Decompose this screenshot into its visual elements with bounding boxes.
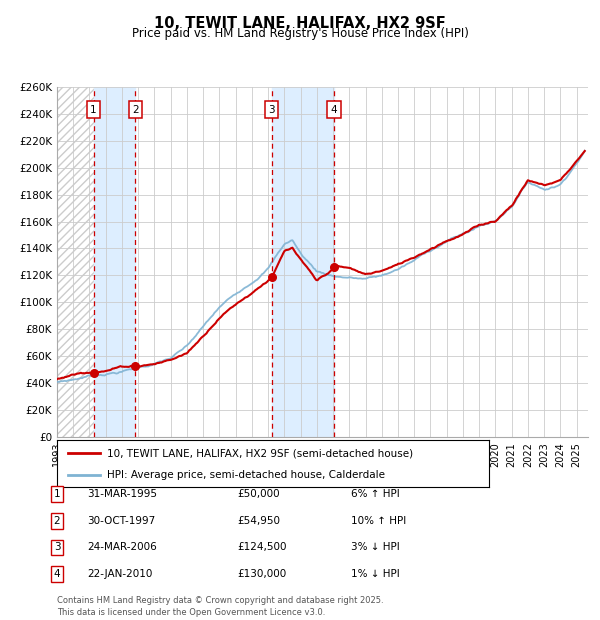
- Text: 6% ↑ HPI: 6% ↑ HPI: [351, 489, 400, 499]
- Text: £124,500: £124,500: [237, 542, 287, 552]
- Text: £54,950: £54,950: [237, 516, 280, 526]
- Text: 1: 1: [53, 489, 61, 499]
- Text: 3% ↓ HPI: 3% ↓ HPI: [351, 542, 400, 552]
- Text: £50,000: £50,000: [237, 489, 280, 499]
- Text: £130,000: £130,000: [237, 569, 286, 579]
- Bar: [57, 87, 94, 437]
- Text: 31-MAR-1995: 31-MAR-1995: [87, 489, 157, 499]
- Text: 24-MAR-2006: 24-MAR-2006: [87, 542, 157, 552]
- Text: 10, TEWIT LANE, HALIFAX, HX2 9SF (semi-detached house): 10, TEWIT LANE, HALIFAX, HX2 9SF (semi-d…: [107, 448, 413, 458]
- Text: 4: 4: [53, 569, 61, 579]
- Text: 1% ↓ HPI: 1% ↓ HPI: [351, 569, 400, 579]
- Text: 1: 1: [90, 105, 97, 115]
- Text: 10, TEWIT LANE, HALIFAX, HX2 9SF: 10, TEWIT LANE, HALIFAX, HX2 9SF: [154, 16, 446, 31]
- Text: 4: 4: [331, 105, 337, 115]
- Text: 10% ↑ HPI: 10% ↑ HPI: [351, 516, 406, 526]
- Text: 3: 3: [269, 105, 275, 115]
- Text: 2: 2: [53, 516, 61, 526]
- Text: 3: 3: [53, 542, 61, 552]
- Text: 30-OCT-1997: 30-OCT-1997: [87, 516, 155, 526]
- Text: Price paid vs. HM Land Registry's House Price Index (HPI): Price paid vs. HM Land Registry's House …: [131, 27, 469, 40]
- Text: 22-JAN-2010: 22-JAN-2010: [87, 569, 152, 579]
- Text: HPI: Average price, semi-detached house, Calderdale: HPI: Average price, semi-detached house,…: [107, 469, 385, 480]
- Bar: [94, 87, 136, 437]
- Bar: [272, 87, 334, 437]
- Text: Contains HM Land Registry data © Crown copyright and database right 2025.
This d: Contains HM Land Registry data © Crown c…: [57, 596, 383, 617]
- Text: 2: 2: [132, 105, 139, 115]
